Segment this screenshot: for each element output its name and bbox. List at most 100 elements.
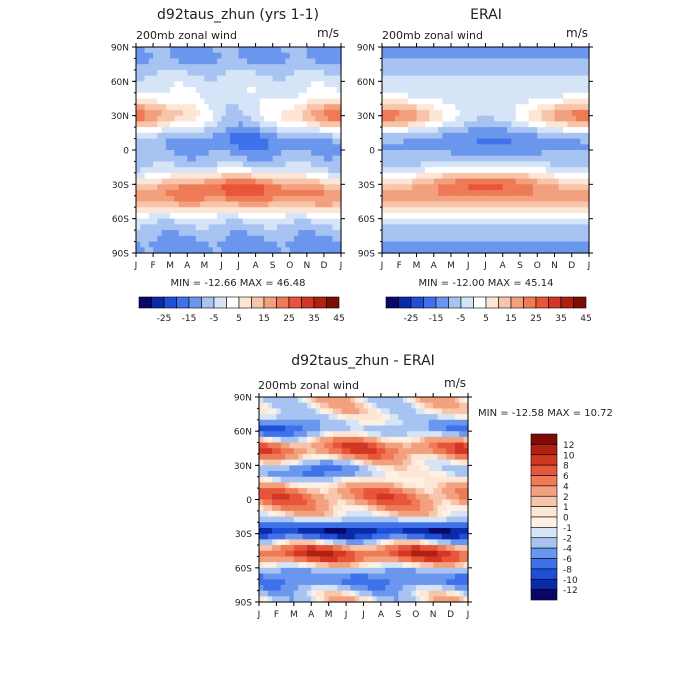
heat-cell xyxy=(550,235,556,243)
heat-cell xyxy=(264,235,269,243)
heat-cell xyxy=(425,190,431,197)
heat-cell xyxy=(328,545,334,552)
heat-cell xyxy=(472,127,478,134)
heat-cell xyxy=(520,172,525,180)
heat-cell xyxy=(411,505,417,512)
heat-cell xyxy=(363,453,369,461)
heat-cell xyxy=(136,132,141,140)
heat-cell xyxy=(324,397,330,404)
heat-cell xyxy=(182,178,188,185)
heat-cell xyxy=(328,453,334,461)
heat-cell xyxy=(200,247,205,254)
heat-cell xyxy=(468,224,474,231)
heat-cell xyxy=(336,75,342,82)
heat-cell xyxy=(225,201,231,208)
heat-cell xyxy=(336,167,342,174)
heat-cell xyxy=(403,75,409,82)
heat-cell xyxy=(563,155,569,163)
heat-cell xyxy=(323,75,329,82)
heat-cell xyxy=(242,247,248,254)
heat-cell xyxy=(515,81,521,88)
heat-cell xyxy=(280,465,286,472)
heat-cell xyxy=(412,230,418,237)
heat-cell xyxy=(336,184,342,191)
heat-cell xyxy=(541,241,547,248)
heat-cell xyxy=(402,442,408,449)
heat-cell xyxy=(550,81,556,88)
heat-cell xyxy=(393,527,399,535)
heat-cell xyxy=(394,92,400,100)
heat-cell xyxy=(272,596,278,603)
heat-cell xyxy=(420,132,426,140)
heat-cell xyxy=(416,190,422,197)
heat-cell xyxy=(333,414,338,421)
heat-cell xyxy=(341,397,347,404)
heat-cell xyxy=(259,465,264,472)
heat-cell xyxy=(242,109,248,117)
heat-cell xyxy=(528,161,534,168)
heat-cell xyxy=(311,522,317,529)
heat-cell xyxy=(195,64,201,71)
heat-cell xyxy=(281,178,287,185)
heat-cell xyxy=(498,178,504,185)
heat-cell xyxy=(380,476,386,484)
heat-cell xyxy=(178,144,184,151)
heat-cell xyxy=(285,104,291,111)
heat-cell xyxy=(558,241,564,248)
heat-cell xyxy=(212,138,218,145)
x-tick-label: J xyxy=(380,261,384,271)
heat-cell xyxy=(446,87,452,94)
heat-cell xyxy=(438,64,443,71)
heat-cell xyxy=(554,247,560,254)
heat-cell xyxy=(217,104,223,111)
heat-cell xyxy=(524,109,530,117)
heat-cell xyxy=(263,567,269,575)
heat-cell xyxy=(298,419,304,427)
heat-cell xyxy=(389,442,395,449)
heat-cell xyxy=(407,493,412,501)
heat-cell xyxy=(554,64,560,71)
heat-cell xyxy=(276,453,282,461)
heat-cell xyxy=(563,52,569,60)
heat-cell xyxy=(376,448,382,455)
heat-cell xyxy=(319,436,325,444)
heat-cell xyxy=(402,465,408,472)
heat-cell xyxy=(259,562,264,569)
heat-cell xyxy=(502,64,508,71)
heat-cell xyxy=(463,218,469,225)
heat-cell xyxy=(259,539,264,546)
heat-cell xyxy=(446,81,452,88)
heat-cell xyxy=(276,573,282,580)
heat-cell xyxy=(264,64,269,71)
heat-cell xyxy=(280,545,286,552)
heat-cell xyxy=(136,195,141,203)
heat-cell xyxy=(571,47,577,54)
heat-cell xyxy=(416,87,422,94)
heat-cell xyxy=(354,425,360,432)
heat-cell xyxy=(242,241,248,248)
heat-cell xyxy=(280,516,286,523)
heat-cell xyxy=(429,58,435,65)
heat-cell xyxy=(386,190,392,197)
heat-cell xyxy=(315,533,321,540)
heat-cell xyxy=(438,161,443,168)
heat-cell xyxy=(367,408,373,415)
heat-cell xyxy=(280,408,286,415)
heat-cell xyxy=(272,516,278,523)
heat-cell xyxy=(367,527,373,535)
heat-cell xyxy=(350,459,356,466)
heat-cell xyxy=(319,121,325,128)
heat-cell xyxy=(293,556,299,563)
heat-cell xyxy=(580,212,586,220)
heat-cell xyxy=(459,172,465,180)
heat-cell xyxy=(229,132,235,140)
heat-cell xyxy=(170,58,176,65)
heat-cell xyxy=(451,201,456,208)
colorbar-swatch xyxy=(498,296,512,309)
heat-cell xyxy=(341,419,347,427)
heat-cell xyxy=(311,121,316,128)
heat-cell xyxy=(498,58,504,65)
heat-cell xyxy=(359,527,365,535)
heat-cell xyxy=(507,109,512,117)
heat-cell xyxy=(498,247,504,254)
